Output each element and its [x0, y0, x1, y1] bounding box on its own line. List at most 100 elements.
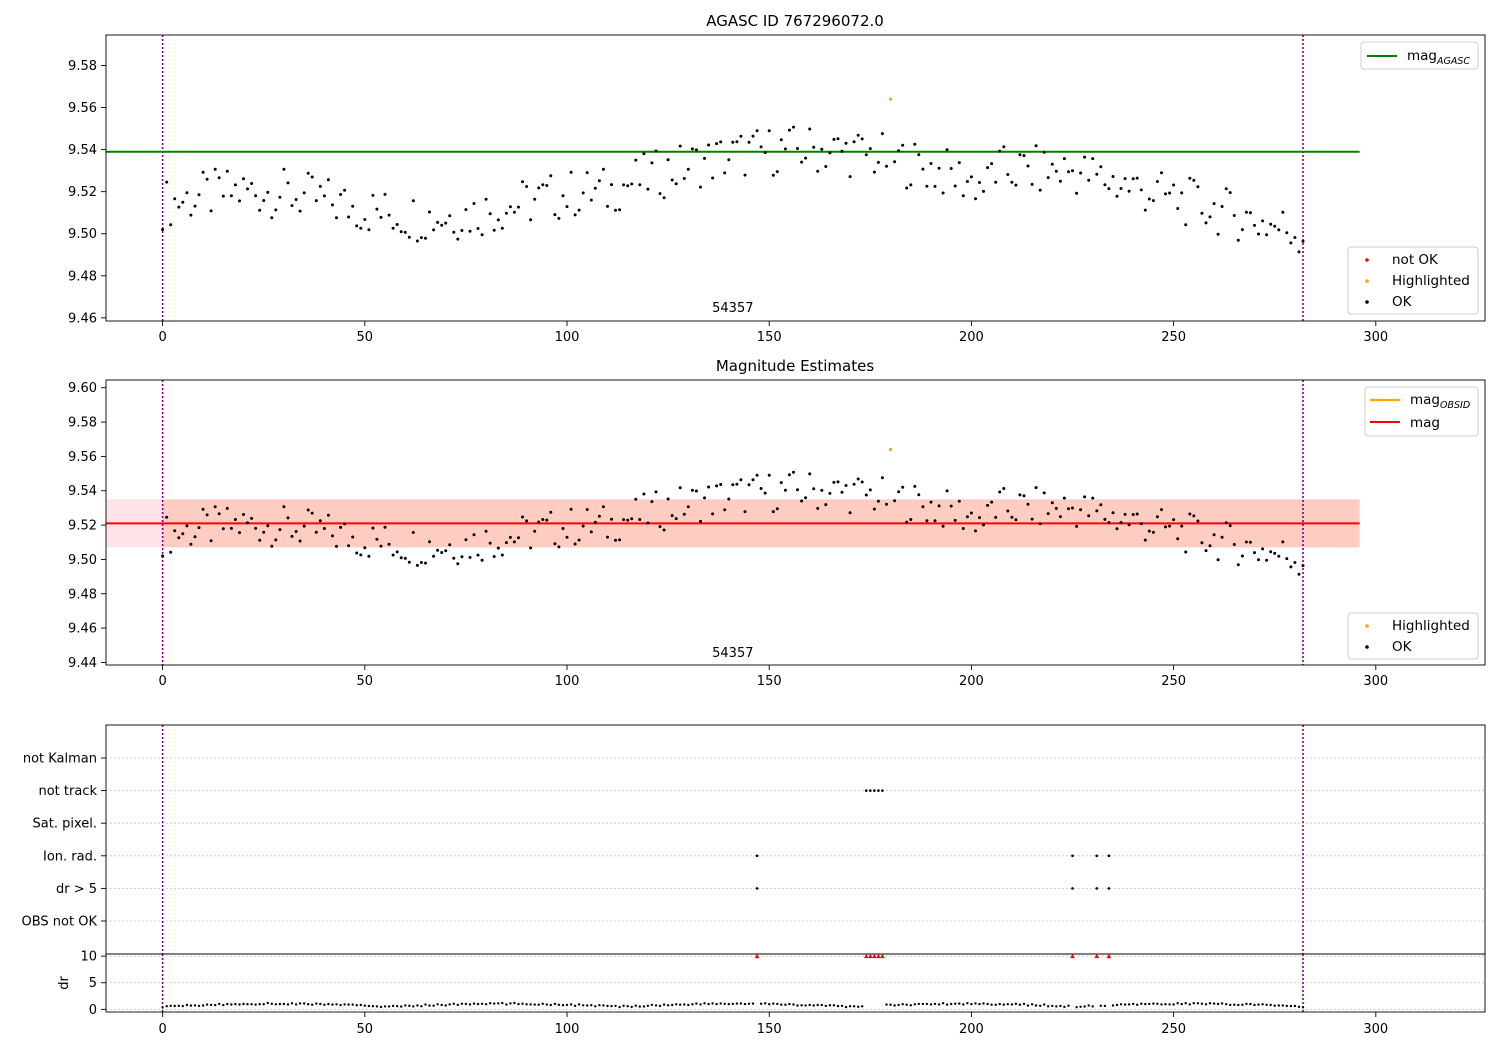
ok-point	[339, 193, 343, 196]
ok-point	[1018, 493, 1022, 497]
ok-point	[1176, 537, 1180, 541]
ok-point	[1079, 171, 1083, 175]
ok-point	[686, 167, 690, 171]
ok-point	[1115, 527, 1119, 531]
dr-point	[513, 1001, 516, 1005]
dr-point	[768, 1003, 771, 1006]
magnitude-axes-frame	[105, 379, 1486, 666]
ok-point	[848, 175, 852, 179]
dr-point	[456, 1003, 459, 1007]
ok-point	[614, 208, 617, 212]
ok-point	[606, 535, 609, 539]
ok-point	[383, 192, 387, 196]
dr-point	[315, 1002, 318, 1005]
ok-point	[1143, 538, 1147, 542]
dr-point	[962, 1003, 965, 1006]
ok-point	[707, 143, 711, 147]
dr-point	[679, 1003, 682, 1006]
dr-point	[173, 1004, 176, 1008]
ok-point	[456, 562, 460, 566]
ok-point	[444, 549, 448, 553]
dr-point	[525, 1003, 528, 1006]
dr-point	[840, 1004, 844, 1008]
dr-point	[683, 1003, 686, 1006]
dr-point	[1079, 1005, 1082, 1008]
ok-point	[743, 173, 747, 177]
dr-point	[274, 1003, 277, 1006]
dr-x-tick-label: 100	[555, 1022, 580, 1037]
dr-point	[1152, 1002, 1155, 1005]
x-tick-label: 0	[158, 330, 166, 345]
ok-point	[646, 521, 650, 525]
ok-point	[610, 183, 613, 187]
ok-point	[872, 170, 876, 174]
ok-point	[982, 189, 985, 193]
ok-point	[885, 164, 888, 168]
dr-point	[671, 1003, 674, 1007]
ok-point	[225, 169, 229, 173]
dr-point	[1281, 1004, 1285, 1007]
ok-point	[1180, 191, 1184, 195]
ok-point	[953, 518, 957, 522]
dr-point	[270, 1002, 273, 1005]
ok-point	[193, 204, 197, 208]
highlighted-point	[888, 97, 893, 101]
ok-point	[982, 523, 985, 527]
ok-point	[998, 149, 1002, 153]
dr-point	[404, 1004, 407, 1007]
ok-point	[306, 508, 310, 512]
ok-point	[1034, 144, 1038, 148]
ok-point	[787, 473, 791, 477]
ok-point	[1075, 191, 1079, 195]
dr-point	[367, 1004, 371, 1008]
ok-point	[250, 516, 254, 520]
ok-point	[169, 550, 173, 554]
ok-point	[181, 200, 185, 204]
dr-point	[476, 1002, 480, 1006]
ok-point	[581, 524, 585, 528]
ok-point	[1297, 250, 1301, 254]
ok-point	[355, 551, 359, 555]
dr-point	[509, 1002, 512, 1005]
flag-category-label: OBS not OK	[22, 915, 98, 930]
ok-point	[1083, 495, 1087, 499]
ok-point	[1188, 176, 1192, 180]
dr-outlier-marker	[876, 953, 881, 959]
dr-point	[1010, 1003, 1014, 1006]
dr-point	[347, 1003, 350, 1006]
dr-point	[1018, 1003, 1022, 1006]
ok-point	[634, 158, 638, 162]
ok-point	[1054, 506, 1058, 510]
ok-point	[986, 166, 990, 170]
dr-point	[533, 1003, 536, 1006]
ok-point	[541, 518, 545, 521]
ok-point	[771, 173, 775, 177]
dr-point	[1006, 1003, 1009, 1006]
ok-point	[626, 518, 630, 522]
y-tick-label: 9.48	[68, 269, 97, 284]
ok-point	[945, 148, 949, 152]
ok-point	[800, 160, 804, 164]
ok-point	[703, 156, 706, 160]
ok-point	[314, 199, 318, 203]
ok-point	[1228, 191, 1232, 195]
ok-point	[1293, 236, 1297, 239]
ok-point	[690, 147, 694, 151]
dr-point	[205, 1003, 209, 1006]
dr-point	[1220, 1002, 1224, 1005]
ok-point	[577, 208, 581, 212]
ok-point	[371, 526, 375, 530]
dr-outlier-marker	[872, 953, 877, 959]
ok-point	[440, 223, 444, 227]
ok-point	[185, 524, 189, 528]
dr-point	[1301, 1006, 1305, 1009]
ok-point	[1289, 241, 1293, 245]
ok-point	[1224, 187, 1228, 191]
ok-point	[318, 519, 322, 523]
ok-point	[808, 127, 812, 131]
ok-point	[290, 204, 294, 208]
ok-point	[545, 518, 549, 522]
x-tick-label: 100	[555, 674, 580, 689]
dr-point	[982, 1002, 985, 1005]
dr-point	[650, 1003, 654, 1006]
